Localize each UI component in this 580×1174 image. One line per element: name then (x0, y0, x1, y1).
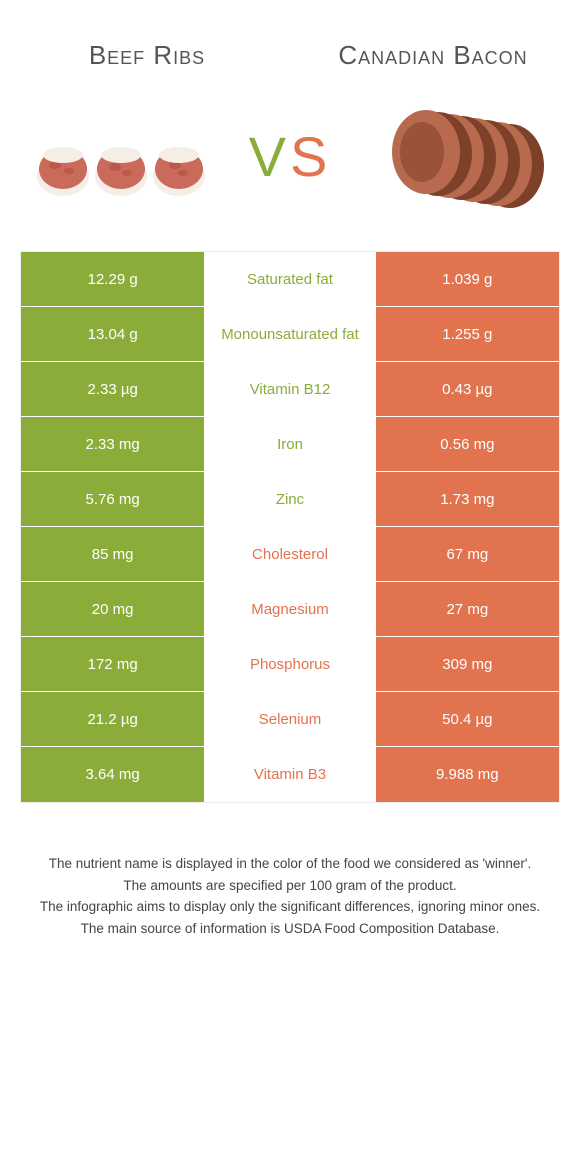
footnote-line: The main source of information is USDA F… (30, 918, 550, 940)
right-value-cell: 309 mg (376, 637, 559, 691)
left-value-cell: 5.76 mg (21, 472, 204, 526)
right-value-cell: 1.73 mg (376, 472, 559, 526)
right-value-cell: 9.988 mg (376, 747, 559, 802)
footnotes: The nutrient name is displayed in the co… (0, 803, 580, 959)
table-row: 3.64 mgVitamin B39.988 mg (21, 747, 559, 802)
header: Beef Ribs Canadian Bacon (0, 0, 580, 81)
nutrient-label-cell: Saturated fat (204, 252, 375, 306)
canadian-bacon-image (360, 101, 555, 211)
right-value-cell: 67 mg (376, 527, 559, 581)
nutrient-label-cell: Monounsaturated fat (204, 307, 375, 361)
images-row: VS (0, 81, 580, 251)
left-value-cell: 172 mg (21, 637, 204, 691)
table-row: 2.33 mgIron0.56 mg (21, 417, 559, 472)
table-row: 5.76 mgZinc1.73 mg (21, 472, 559, 527)
nutrient-label-cell: Iron (204, 417, 375, 471)
table-row: 172 mgPhosphorus309 mg (21, 637, 559, 692)
right-value-cell: 50.4 µg (376, 692, 559, 746)
left-value-cell: 3.64 mg (21, 747, 204, 802)
vs-v: V (249, 125, 290, 188)
nutrient-label-cell: Vitamin B3 (204, 747, 375, 802)
footnote-line: The nutrient name is displayed in the co… (30, 853, 550, 875)
vs-s: S (290, 125, 331, 188)
nutrient-label-cell: Magnesium (204, 582, 375, 636)
table-row: 20 mgMagnesium27 mg (21, 582, 559, 637)
nutrient-label-cell: Vitamin B12 (204, 362, 375, 416)
left-value-cell: 20 mg (21, 582, 204, 636)
left-value-cell: 85 mg (21, 527, 204, 581)
right-value-cell: 27 mg (376, 582, 559, 636)
beef-ribs-image (25, 101, 220, 211)
left-value-cell: 2.33 mg (21, 417, 204, 471)
right-value-cell: 0.43 µg (376, 362, 559, 416)
nutrient-label-cell: Cholesterol (204, 527, 375, 581)
nutrient-label-cell: Phosphorus (204, 637, 375, 691)
right-food-title: Canadian Bacon (316, 40, 550, 71)
right-value-cell: 1.255 g (376, 307, 559, 361)
nutrient-label-cell: Zinc (204, 472, 375, 526)
table-row: 13.04 gMonounsaturated fat1.255 g (21, 307, 559, 362)
right-value-cell: 0.56 mg (376, 417, 559, 471)
right-value-cell: 1.039 g (376, 252, 559, 306)
nutrient-label-cell: Selenium (204, 692, 375, 746)
left-value-cell: 13.04 g (21, 307, 204, 361)
footnote-line: The infographic aims to display only the… (30, 896, 550, 918)
vs-label: VS (249, 124, 332, 189)
left-value-cell: 12.29 g (21, 252, 204, 306)
table-row: 21.2 µgSelenium50.4 µg (21, 692, 559, 747)
left-value-cell: 21.2 µg (21, 692, 204, 746)
table-row: 85 mgCholesterol67 mg (21, 527, 559, 582)
left-value-cell: 2.33 µg (21, 362, 204, 416)
table-row: 2.33 µgVitamin B120.43 µg (21, 362, 559, 417)
left-food-title: Beef Ribs (30, 40, 264, 71)
nutrient-table: 12.29 gSaturated fat1.039 g13.04 gMonoun… (20, 251, 560, 803)
table-row: 12.29 gSaturated fat1.039 g (21, 252, 559, 307)
footnote-line: The amounts are specified per 100 gram o… (30, 875, 550, 897)
